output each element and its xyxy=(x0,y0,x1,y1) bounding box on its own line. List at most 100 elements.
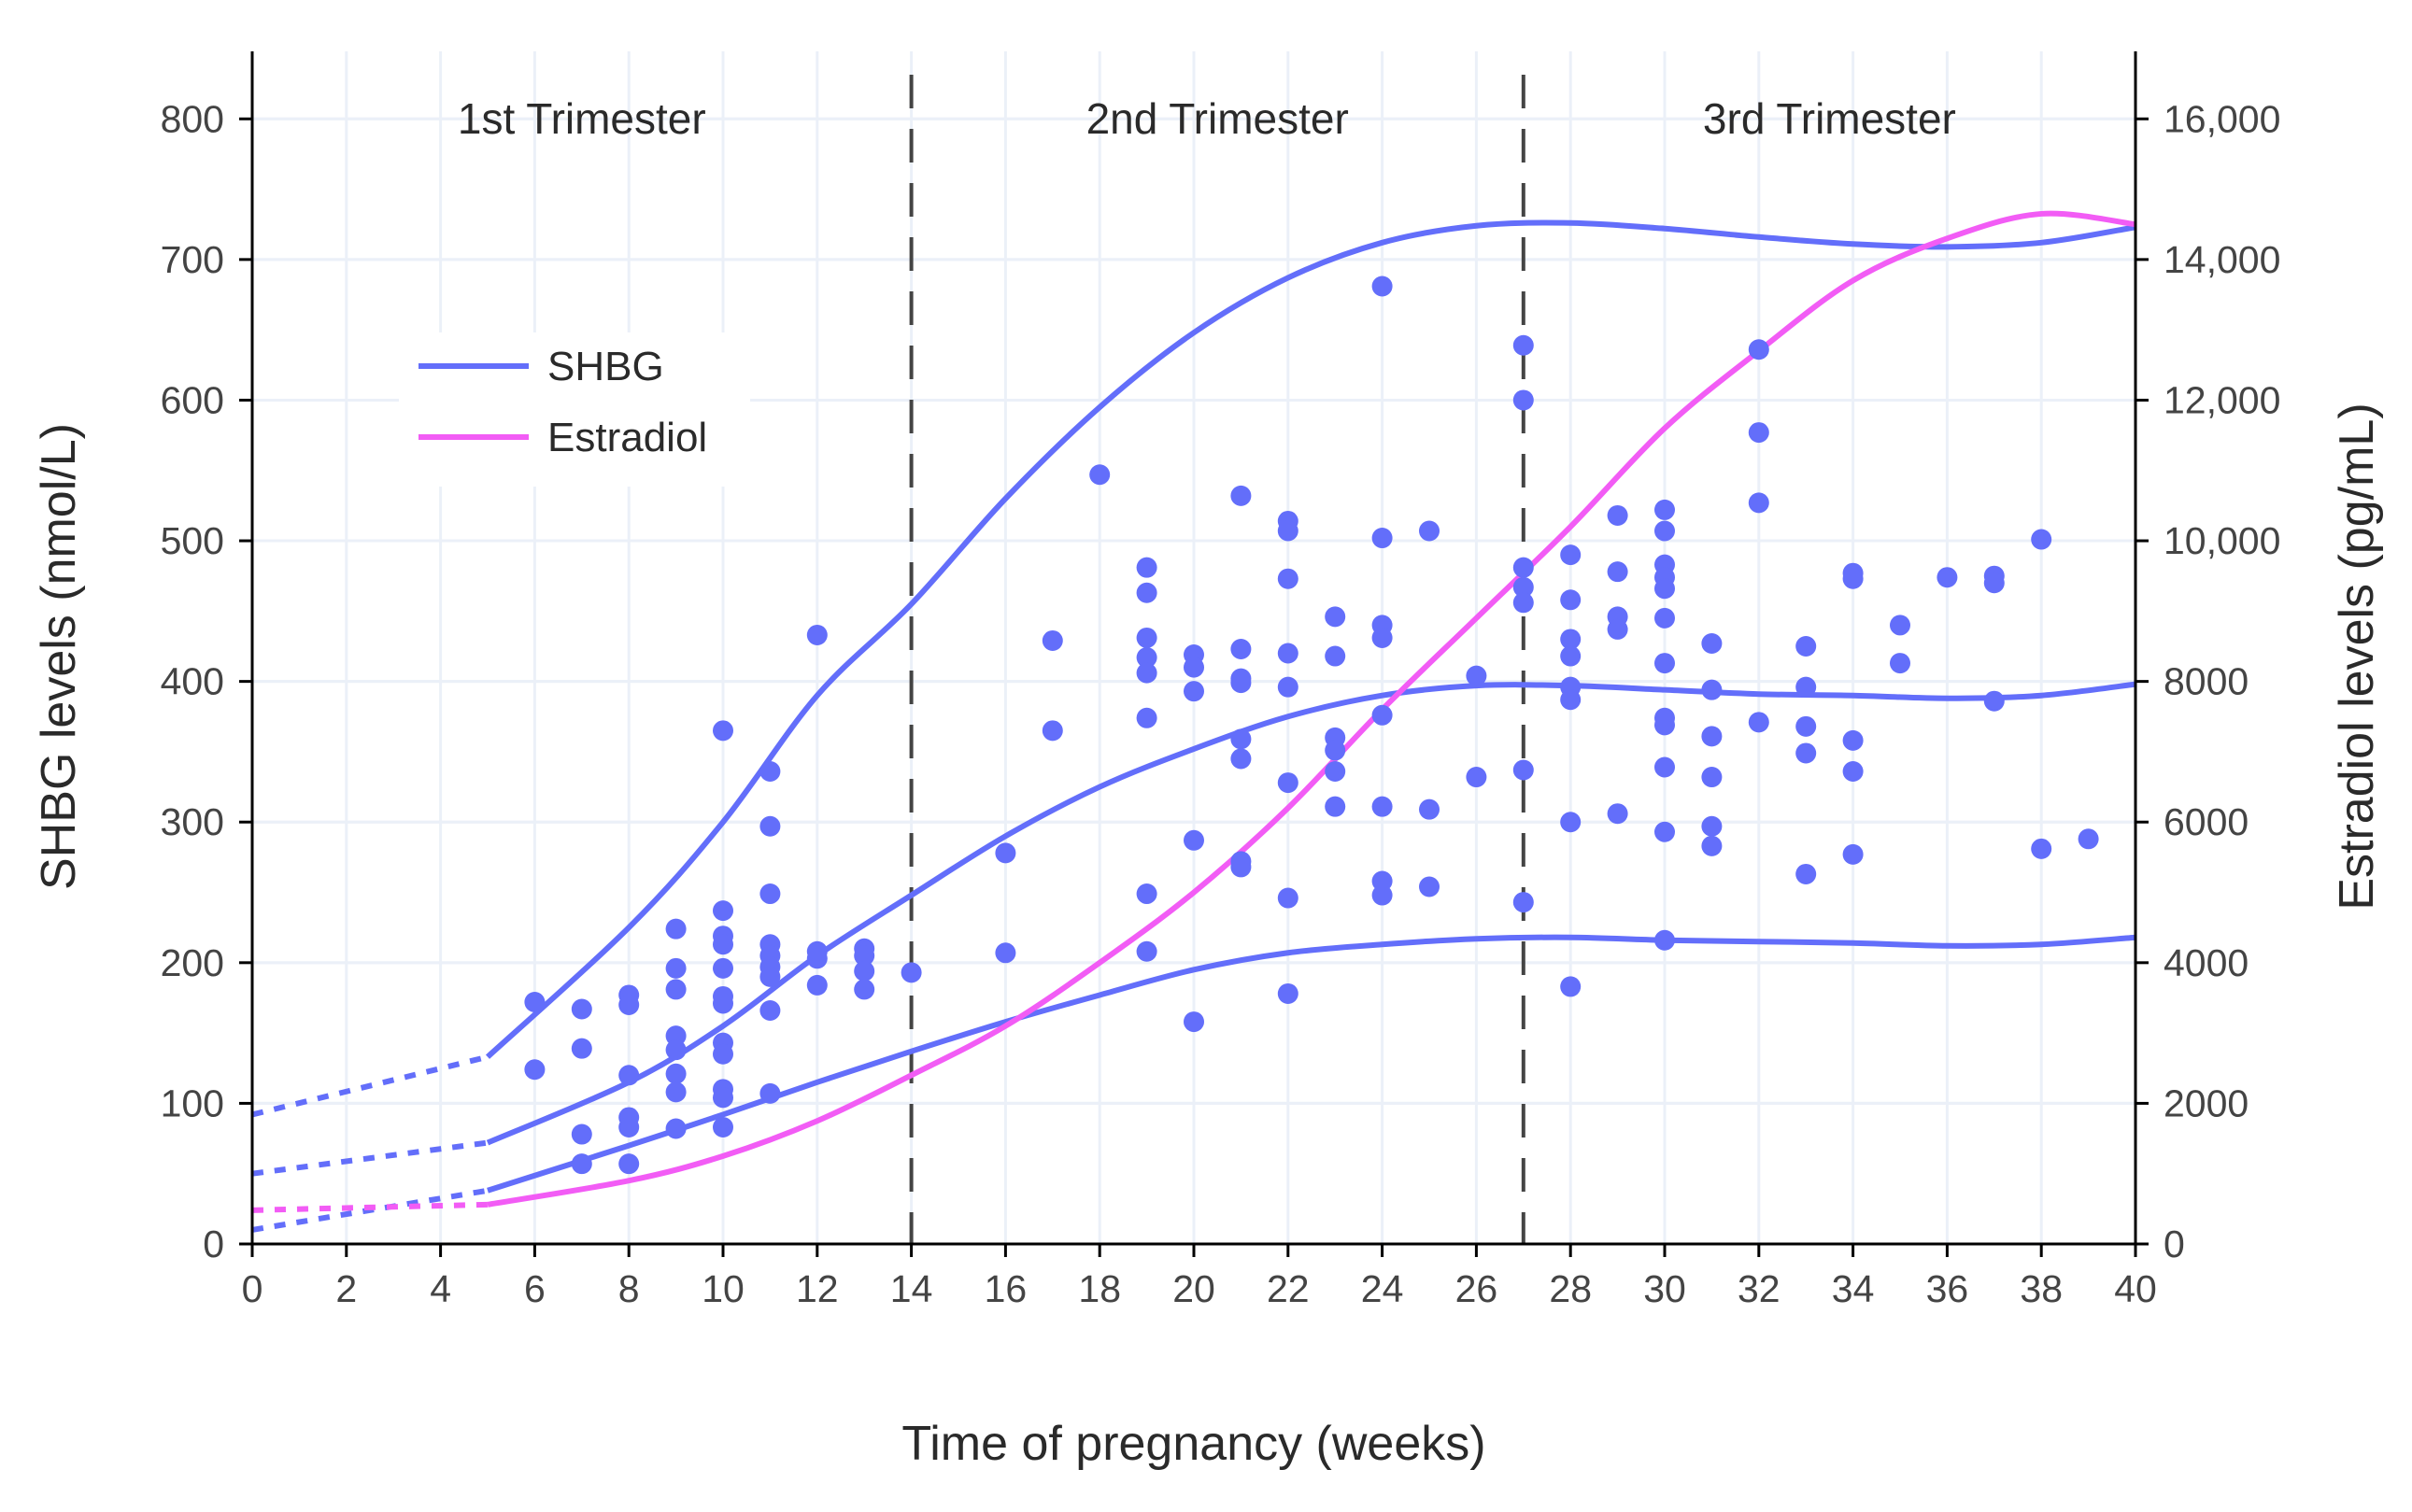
shbg-point xyxy=(665,1039,687,1061)
shbg-point xyxy=(1277,643,1298,664)
shbg-point xyxy=(1842,843,1864,865)
y-tick-label: 0 xyxy=(203,1222,224,1265)
shbg-point xyxy=(1795,635,1817,657)
shbg-point xyxy=(571,998,592,1020)
shbg-point xyxy=(759,761,781,783)
shbg-point xyxy=(1842,568,1864,589)
shbg-point xyxy=(1560,645,1582,667)
y2-tick-label: 0 xyxy=(2164,1222,2185,1265)
y-axis-title: SHBG levels (nmol/L) xyxy=(32,423,86,890)
x-tick-label: 36 xyxy=(1926,1267,1969,1310)
shbg-point xyxy=(1042,720,1063,742)
shbg-point xyxy=(1607,504,1628,526)
shbg-point xyxy=(1512,592,1534,614)
shbg-point xyxy=(1325,645,1346,667)
shbg-point xyxy=(901,962,922,983)
shbg-point xyxy=(854,945,875,967)
shbg-point xyxy=(1371,884,1393,906)
x-tick-label: 10 xyxy=(702,1267,745,1310)
axes xyxy=(239,51,2149,1257)
shbg-point xyxy=(1748,712,1769,733)
shbg-point xyxy=(1042,629,1063,651)
shbg-point xyxy=(1136,627,1157,648)
shbg-point xyxy=(1701,632,1723,654)
x-tick-label: 40 xyxy=(2114,1267,2157,1310)
shbg-median-line xyxy=(486,681,2136,1146)
shbg-point xyxy=(1512,759,1534,781)
shbg-point xyxy=(1701,679,1723,700)
shbg-point xyxy=(665,918,687,940)
shbg-point xyxy=(1701,767,1723,788)
trimester-dividers xyxy=(909,75,1525,1244)
shbg-point xyxy=(713,1043,733,1065)
shbg-point xyxy=(1466,665,1487,686)
trimester-label: 3rd Trimester xyxy=(1703,94,1956,143)
shbg-point xyxy=(1512,389,1534,411)
shbg-point xyxy=(1654,653,1675,674)
shbg-point xyxy=(995,842,1016,864)
shbg-point xyxy=(1512,334,1534,356)
shbg-point xyxy=(1654,520,1675,542)
shbg-point xyxy=(1230,639,1252,660)
shbg-point xyxy=(524,1059,546,1081)
y-tick-label: 500 xyxy=(161,519,224,562)
shbg-point xyxy=(1701,835,1723,856)
x-tick-label: 32 xyxy=(1738,1267,1781,1310)
shbg-point xyxy=(1136,707,1157,728)
shbg-point xyxy=(1654,714,1675,736)
shbg-point xyxy=(1089,464,1111,486)
shbg-point xyxy=(1325,761,1346,783)
trimester-labels: 1st Trimester 2nd Trimester 3rd Trimester xyxy=(458,94,1956,143)
x-tick-label: 22 xyxy=(1267,1267,1310,1310)
shbg-point xyxy=(1371,870,1393,892)
x-tick-label: 30 xyxy=(1643,1267,1686,1310)
shbg-point xyxy=(1277,568,1298,589)
shbg-point xyxy=(1277,520,1298,542)
shbg-point xyxy=(759,966,781,987)
shbg-point xyxy=(1654,607,1675,629)
x-tick-label: 38 xyxy=(2020,1267,2063,1310)
shbg-point xyxy=(571,1123,592,1145)
shbg-point xyxy=(1937,567,1958,588)
legend-shbg-label: SHBG xyxy=(547,344,664,389)
x-tick-label: 28 xyxy=(1549,1267,1592,1310)
shbg-point xyxy=(1136,647,1157,669)
shbg-point xyxy=(1184,657,1204,678)
x-tick-label: 24 xyxy=(1361,1267,1404,1310)
shbg-point xyxy=(759,1082,781,1104)
shbg-point xyxy=(1136,582,1157,603)
x-tick-label: 34 xyxy=(1832,1267,1875,1310)
shbg-point xyxy=(1748,422,1769,444)
shbg-point xyxy=(665,1025,687,1047)
x-tick-label: 2 xyxy=(335,1267,357,1310)
shbg-point xyxy=(2078,828,2099,850)
x-tick-label: 14 xyxy=(890,1267,933,1310)
shbg-point xyxy=(1512,557,1534,578)
shbg-point xyxy=(1512,576,1534,598)
shbg-point xyxy=(571,1153,592,1175)
shbg-point xyxy=(1230,672,1252,694)
shbg-point xyxy=(806,974,828,996)
shbg-point xyxy=(2031,838,2052,859)
shbg-point xyxy=(1277,772,1298,794)
shbg-point xyxy=(665,1081,687,1103)
shbg-point xyxy=(2031,529,2052,550)
legend: SHBG Estradiol xyxy=(399,332,750,487)
shbg-point xyxy=(713,900,733,922)
trimester-label: 2nd Trimester xyxy=(1086,94,1349,143)
shbg-point xyxy=(1795,742,1817,764)
y2-tick-label: 10,000 xyxy=(2164,519,2280,562)
shbg-point xyxy=(524,991,546,1012)
shbg-point xyxy=(1795,715,1817,737)
shbg-point xyxy=(1654,929,1675,951)
shbg-point xyxy=(1983,572,2005,594)
x-axis-title: Time of pregnancy (weeks) xyxy=(901,1417,1485,1471)
shbg-point xyxy=(1748,492,1769,514)
shbg-point xyxy=(1371,627,1393,648)
shbg-point xyxy=(1136,557,1157,578)
shbg-point xyxy=(1230,856,1252,878)
y2-tick-label: 8000 xyxy=(2164,660,2249,703)
shbg-point xyxy=(1842,729,1864,751)
legend-box xyxy=(399,332,750,487)
